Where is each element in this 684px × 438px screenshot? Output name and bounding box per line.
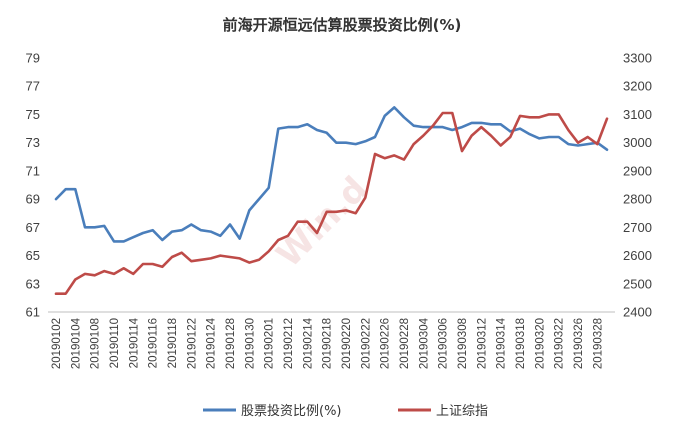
x-tick-label: 20190114 bbox=[128, 317, 140, 368]
x-tick-label: 20190222 bbox=[360, 318, 372, 369]
x-axis-tick-labels: 20190102 20190104 20190108 20190110 20190114… bbox=[51, 317, 604, 369]
x-tick-label: 20190104 bbox=[70, 317, 82, 369]
x-tick-label: 20190110 bbox=[109, 318, 121, 368]
x-tick-label: 20190116 bbox=[148, 318, 160, 368]
left-tick-label: 67 bbox=[26, 220, 40, 235]
x-tick-label: 20190308 bbox=[457, 318, 469, 369]
x-tick-label: 20190130 bbox=[244, 318, 256, 369]
x-tick-label: 20190326 bbox=[573, 318, 585, 369]
x-tick-label: 20190304 bbox=[418, 317, 430, 369]
x-tick-label: 20190318 bbox=[515, 318, 527, 369]
chart-title: 前海开源恒远估算股票投资比例(%) bbox=[223, 16, 462, 34]
x-tick-label: 20190201 bbox=[264, 318, 276, 369]
right-tick-label: 3100 bbox=[623, 107, 652, 122]
x-tick-label: 20190218 bbox=[322, 318, 334, 369]
x-tick-label: 20190328 bbox=[592, 318, 604, 369]
left-tick-label: 77 bbox=[26, 79, 40, 94]
x-tick-label: 20190314 bbox=[496, 317, 508, 369]
legend: 股票投资比例(%) 上证综指 bbox=[203, 403, 488, 419]
x-tick-label: 20190306 bbox=[438, 318, 450, 369]
left-tick-label: 75 bbox=[26, 107, 40, 122]
x-tick-label: 20190320 bbox=[534, 318, 546, 369]
left-tick-label: 65 bbox=[26, 248, 40, 263]
right-tick-label: 2600 bbox=[623, 248, 652, 263]
x-tick-label: 20190226 bbox=[380, 318, 392, 369]
x-tick-label: 20190312 bbox=[476, 318, 488, 369]
x-tick-label: 20190122 bbox=[186, 318, 198, 369]
left-axis-tick-labels: 61 63 65 67 69 71 73 75 77 79 bbox=[26, 51, 40, 320]
x-tick-label: 20190128 bbox=[225, 318, 237, 369]
x-tick-label: 20190214 bbox=[302, 317, 314, 369]
series-layer bbox=[54, 106, 609, 296]
legend-label-stock-ratio: 股票投资比例(%) bbox=[241, 403, 342, 419]
left-tick-label: 69 bbox=[26, 192, 40, 207]
left-tick-label: 73 bbox=[26, 135, 40, 150]
right-tick-label: 2900 bbox=[623, 163, 652, 178]
right-tick-label: 3200 bbox=[623, 79, 652, 94]
x-tick-label: 20190212 bbox=[283, 318, 295, 369]
series-line-stock-ratio bbox=[54, 106, 609, 243]
x-tick-label: 20190322 bbox=[554, 318, 566, 369]
x-tick-label: 20190228 bbox=[399, 318, 411, 369]
x-tick-label: 20190108 bbox=[90, 318, 102, 369]
series-line-shanghai-composite bbox=[54, 111, 609, 296]
x-tick-label: 20190124 bbox=[206, 317, 218, 369]
left-tick-label: 61 bbox=[26, 305, 40, 320]
x-tick-label: 20190220 bbox=[341, 318, 353, 369]
x-tick-label: 20190118 bbox=[167, 318, 179, 368]
left-tick-label: 63 bbox=[26, 276, 40, 291]
right-tick-label: 3300 bbox=[623, 51, 652, 66]
x-tick-label: 20190102 bbox=[51, 318, 63, 369]
right-tick-label: 2500 bbox=[623, 276, 652, 291]
right-tick-label: 2400 bbox=[623, 305, 652, 320]
right-tick-label: 2800 bbox=[623, 192, 652, 207]
left-tick-label: 79 bbox=[26, 51, 40, 66]
legend-label-shanghai-composite: 上证综指 bbox=[436, 404, 488, 419]
right-tick-label: 2700 bbox=[623, 220, 652, 235]
right-tick-label: 3000 bbox=[623, 135, 652, 150]
right-axis-tick-labels: 2400 2500 2600 2700 2800 2900 3000 3100 3200 3300 bbox=[623, 51, 652, 320]
left-tick-label: 71 bbox=[26, 163, 40, 178]
